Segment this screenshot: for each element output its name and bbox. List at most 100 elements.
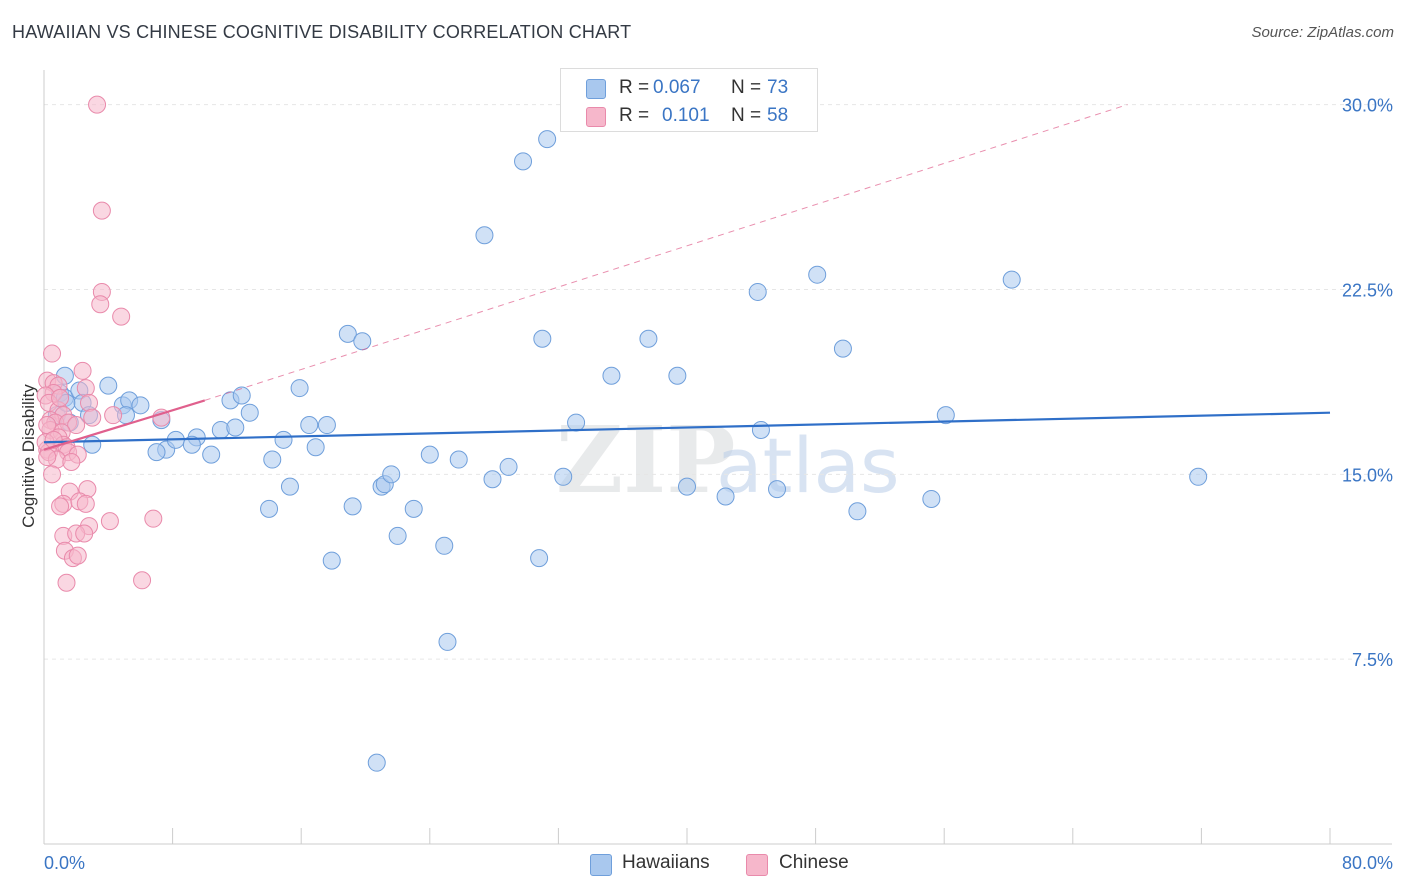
hawaiians-point	[382, 465, 401, 484]
chinese-point	[75, 524, 94, 543]
n-value: 73	[767, 77, 789, 98]
chinese-point	[73, 361, 92, 380]
chinese-point	[88, 95, 107, 114]
y-tick-label: 15.0%	[1342, 465, 1393, 485]
hawaiians-point	[639, 329, 658, 348]
r-value: 0.101	[662, 105, 710, 126]
chinese-swatch	[586, 107, 606, 127]
n-label: N =	[731, 77, 762, 98]
y-tick-label: 7.5%	[1352, 650, 1393, 670]
chinese-point	[80, 393, 99, 412]
hawaiians-point	[768, 480, 787, 499]
hawaiians-point	[182, 435, 201, 454]
r-label: R =	[619, 105, 650, 126]
hawaiians-point	[317, 416, 336, 435]
hawaiians-trend-line	[43, 411, 1331, 444]
hawaiians-point	[290, 379, 309, 398]
chinese-point	[57, 573, 76, 592]
chinese-point	[68, 546, 87, 565]
stats-legend-row-chinese: R = 0.101 N = 58	[561, 101, 817, 129]
hawaiians-point	[748, 282, 767, 301]
chinese-point	[104, 406, 123, 425]
hawaiians-point	[533, 329, 552, 348]
chinese-point	[144, 509, 163, 528]
hawaiians-point	[1002, 270, 1021, 289]
source-label: Source: ZipAtlas.com	[1251, 24, 1394, 41]
chinese-point	[51, 497, 70, 516]
hawaiians-point	[300, 416, 319, 435]
hawaiians-point	[280, 477, 299, 496]
chinese-trend-dashed	[204, 104, 1128, 401]
chinese-point	[100, 512, 119, 531]
hawaiians-point	[353, 332, 372, 351]
legend-hawaiians: Hawaiians	[622, 852, 710, 873]
chinese-point	[76, 494, 95, 513]
hawaiians-point	[435, 536, 454, 555]
chinese-point	[91, 295, 110, 314]
x-tick-label: 80.0%	[1342, 853, 1393, 873]
x-tick-label: 0.0%	[44, 853, 85, 873]
stats-legend: R = 0.067 N = 73 R = 0.101 N = 58	[560, 68, 818, 132]
chinese-point	[43, 344, 62, 363]
hawaiians-point	[263, 450, 282, 469]
hawaiians-point	[808, 265, 827, 284]
chinese-point	[83, 408, 102, 427]
y-tick-label: 22.5%	[1342, 280, 1393, 300]
r-value: 0.067	[653, 77, 701, 98]
hawaiians-point	[388, 526, 407, 545]
chinese-point	[44, 430, 63, 449]
chinese-point	[112, 307, 131, 326]
y-tick-label: 30.0%	[1342, 96, 1393, 116]
stats-legend-row-hawaiians: R = 0.067 N = 73	[561, 73, 817, 101]
hawaiians-point	[274, 430, 293, 449]
hawaiians-point	[668, 366, 687, 385]
hawaiians-point	[449, 450, 468, 469]
hawaiians-point	[99, 376, 118, 395]
hawaiians-point	[483, 470, 502, 489]
hawaiians-point	[936, 406, 955, 425]
hawaiians-point	[306, 438, 325, 457]
hawaiians-point	[538, 130, 557, 149]
hawaiians-point	[83, 435, 102, 454]
chinese-point	[67, 416, 86, 435]
hawaiians-point	[404, 499, 423, 518]
hawaiians-point	[1189, 467, 1208, 486]
n-label: N =	[731, 105, 762, 126]
hawaiians-point	[922, 489, 941, 508]
legend-chinese: Chinese	[779, 852, 849, 873]
r-label: R =	[619, 77, 650, 98]
chinese-point	[51, 388, 70, 407]
watermark-zip: ZIP	[556, 406, 735, 514]
hawaiians-point	[554, 467, 573, 486]
hawaiians-point	[202, 445, 221, 464]
hawaiians-point	[147, 443, 166, 462]
hawaiians-point	[514, 152, 533, 171]
hawaiians-legend-swatch	[590, 854, 612, 876]
hawaiians-point	[322, 551, 341, 570]
chinese-legend-swatch	[746, 854, 768, 876]
hawaiians-point	[260, 499, 279, 518]
hawaiians-point	[567, 413, 586, 432]
n-value: 58	[767, 105, 789, 126]
chinese-point	[62, 453, 81, 471]
series-legend: Hawaiians Chinese	[0, 850, 1406, 880]
hawaiians-point	[367, 753, 386, 772]
chart-title: HAWAIIAN VS CHINESE COGNITIVE DISABILITY…	[12, 22, 632, 42]
chinese-point	[43, 465, 62, 484]
watermark-atlas: atlas	[716, 421, 900, 510]
hawaiians-point	[240, 403, 259, 422]
hawaiians-point	[338, 324, 357, 343]
hawaiians-swatch	[586, 79, 606, 99]
hawaiians-point	[602, 366, 621, 385]
hawaiians-point	[438, 632, 457, 651]
hawaiians-point	[226, 418, 245, 437]
hawaiians-point	[848, 502, 867, 521]
y-axis-label: Cognitive Disability	[19, 384, 38, 528]
chinese-point	[92, 201, 111, 220]
hawaiians-point	[475, 226, 494, 245]
hawaiians-point	[716, 487, 735, 506]
chinese-point	[76, 379, 95, 398]
chinese-point	[133, 571, 152, 590]
hawaiians-point	[131, 396, 150, 415]
